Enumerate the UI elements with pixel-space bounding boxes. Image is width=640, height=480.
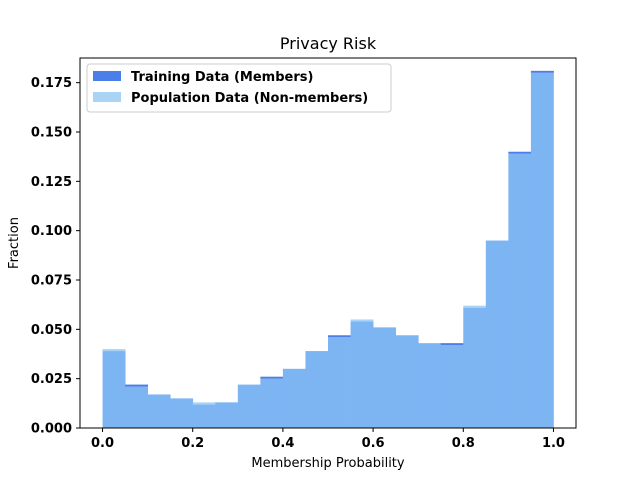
y-tick-label: 0.050	[31, 323, 72, 338]
histogram-bar-overlap	[192, 404, 216, 428]
legend-box	[86, 63, 392, 113]
y-axis-ticks: 0.000 0.025 0.050 0.075 0.100 0.125 0.150 0.175	[31, 76, 80, 437]
x-axis-ticks: 0.0 0.2 0.4 0.6 0.8 1.0	[91, 428, 565, 451]
legend-label-training: Training Data (Members)	[131, 70, 313, 85]
histogram-bar-overlap	[260, 378, 284, 428]
y-tick-label: 0.125	[31, 175, 72, 190]
histogram-bar-population	[463, 305, 487, 308]
histogram-bar-overlap	[147, 394, 171, 428]
y-tick-label: 0.025	[31, 372, 72, 387]
histogram-bar-overlap	[350, 321, 374, 428]
histogram-bar-overlap	[237, 384, 261, 428]
y-tick-label: 0.175	[31, 76, 72, 91]
legend-label-population: Population Data (Non-members)	[131, 91, 368, 106]
histogram-bar-overlap	[395, 335, 419, 428]
histogram-bar-overlap	[102, 351, 126, 428]
histogram-bar-population	[192, 402, 216, 405]
histogram-bar-training	[440, 343, 464, 346]
y-axis-label: Fraction	[7, 217, 22, 269]
x-tick-label: 0.4	[271, 436, 294, 451]
chart-title: Privacy Risk	[280, 34, 377, 53]
histogram-bar-overlap	[418, 343, 442, 428]
histogram-bar-training	[530, 70, 554, 73]
x-axis-label: Membership Probability	[251, 456, 405, 471]
histogram-bar-training	[508, 151, 532, 154]
legend-swatch-population	[93, 92, 121, 102]
legend: Training Data (Members) Population Data …	[86, 63, 392, 113]
bars-group	[102, 70, 554, 429]
histogram-bar-overlap	[282, 368, 306, 428]
histogram-bar-overlap	[215, 402, 239, 428]
x-tick-label: 0.6	[362, 436, 385, 451]
x-tick-label: 0.2	[181, 436, 204, 451]
histogram-bar-overlap	[125, 386, 149, 428]
y-tick-label: 0.075	[31, 274, 72, 289]
plot-area-frame	[79, 57, 577, 429]
y-tick-label: 0.100	[31, 224, 72, 239]
histogram-bar-overlap	[170, 398, 194, 428]
histogram-bar-population	[102, 349, 126, 352]
histogram-bar-overlap	[508, 153, 532, 428]
y-tick-label: 0.150	[31, 126, 72, 141]
histogram-bar-training	[125, 384, 149, 387]
y-tick-label: 0.000	[31, 422, 72, 437]
histogram-bar-training	[260, 376, 284, 379]
histogram-bar-overlap	[530, 72, 554, 429]
histogram-bar-population	[350, 319, 374, 322]
histogram-bar-overlap	[373, 327, 397, 428]
histogram-bar-overlap	[485, 240, 509, 428]
histogram-bar-training	[328, 335, 351, 338]
histogram-bar-overlap	[463, 307, 487, 428]
x-tick-label: 0.8	[452, 436, 475, 451]
x-tick-label: 0.0	[91, 436, 114, 451]
legend-swatch-training	[93, 71, 121, 81]
histogram-bar-overlap	[440, 345, 464, 428]
histogram-bar-overlap	[328, 337, 351, 428]
x-tick-label: 1.0	[542, 436, 565, 451]
histogram-bar-overlap	[305, 351, 329, 428]
